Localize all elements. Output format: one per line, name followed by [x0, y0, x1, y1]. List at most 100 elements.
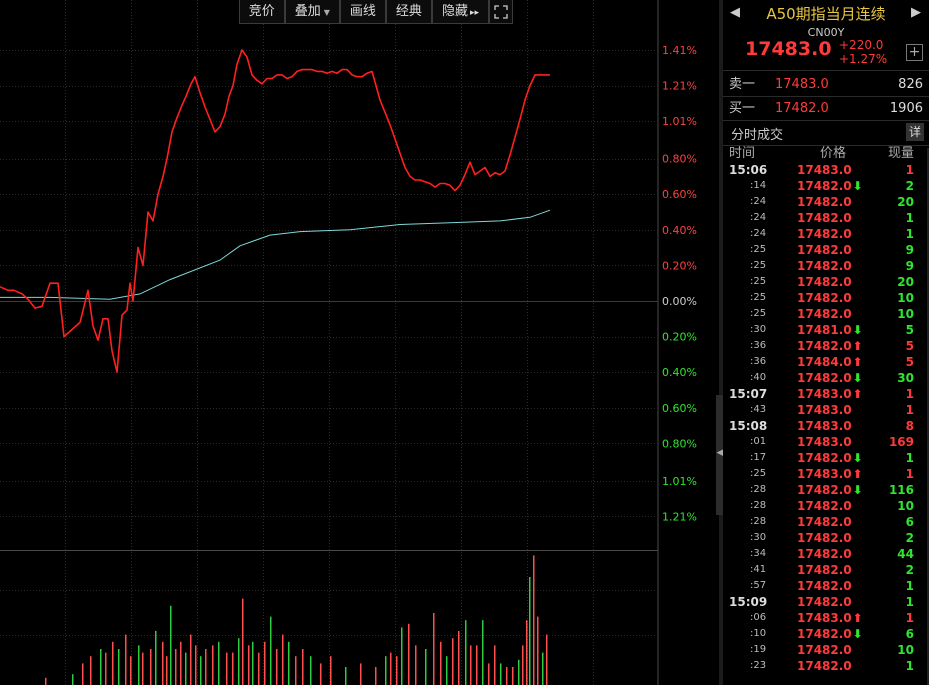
- tick-price-value: 17482.0: [797, 547, 852, 561]
- volume-bar: [175, 649, 177, 685]
- tick-row: :36 17484.0⬆ 5: [723, 354, 929, 370]
- tick-row: :34 17482.0 44: [723, 546, 929, 562]
- volume-bar: [526, 620, 528, 685]
- ask-row: 卖一 17483.0 826: [723, 73, 929, 97]
- tick-time: 15:06: [729, 163, 768, 177]
- arrow-down-icon: ⬇: [852, 179, 863, 193]
- volume-bar: [506, 667, 508, 685]
- detail-button[interactable]: 详: [906, 123, 924, 141]
- tick-volume: 116: [888, 483, 914, 497]
- ticks-column-header: 时间 价格 现量: [723, 146, 929, 162]
- tick-price: 17483.0⬆: [797, 610, 863, 626]
- tick-volume: 10: [897, 291, 914, 305]
- volume-bar: [238, 638, 240, 685]
- tick-volume: 10: [897, 307, 914, 321]
- draw-line-button[interactable]: 画线: [339, 0, 386, 24]
- tick-row: :17 17482.0⬇ 1: [723, 450, 929, 466]
- tick-row: 15:09 17482.0 1: [723, 594, 929, 610]
- tick-list[interactable]: 15:06 17483.0 1:14 17482.0⬇ 2:24 17482.0 20:24…: [723, 162, 929, 674]
- tick-volume: 9: [905, 259, 914, 273]
- volume-bar: [218, 641, 220, 685]
- intraday-chart[interactable]: 1.41% 1.21% 1.01% 0.80% 0.60% 0.40% 0.20% 0.00%…: [0, 0, 719, 685]
- next-symbol-icon[interactable]: ▶: [911, 5, 921, 20]
- tick-row: :24 17482.0 1: [723, 226, 929, 242]
- y-axis-label: 0.80%: [662, 437, 697, 450]
- tick-price-value: 17482.0: [797, 563, 852, 577]
- tick-list-scrollbar[interactable]: [927, 148, 929, 685]
- tick-time: :28: [750, 500, 767, 511]
- col-price: 价格: [820, 146, 847, 161]
- tick-price-value: 17482.0: [797, 371, 852, 385]
- y-axis-label: 0.60%: [662, 188, 697, 201]
- tick-row: :25 17482.0 9: [723, 242, 929, 258]
- tick-time: :25: [750, 244, 767, 255]
- tick-volume: 1: [905, 163, 914, 177]
- tick-row: :14 17482.0⬇ 2: [723, 178, 929, 194]
- tick-row: :24 17482.0 1: [723, 210, 929, 226]
- tick-price: 17482.0⬇: [797, 178, 863, 194]
- tick-volume: 2: [905, 531, 914, 545]
- arrow-up-icon: ⬆: [852, 611, 863, 625]
- volume-bar: [105, 652, 107, 685]
- volume-bar: [385, 656, 387, 685]
- ticks-title: 分时成交: [731, 128, 784, 143]
- tick-price: 17482.0: [797, 530, 852, 546]
- y-axis-label: 0.20%: [662, 259, 697, 272]
- tick-volume: 1: [905, 467, 914, 481]
- overlay-button[interactable]: 叠加 ▼: [284, 0, 340, 24]
- y-axis-label: 0.40%: [662, 224, 697, 237]
- tick-price: 17482.0: [797, 194, 852, 210]
- volume-bar: [45, 677, 47, 685]
- volume-bar: [452, 638, 454, 685]
- volume-bar: [476, 645, 478, 685]
- collapse-arrow-icon[interactable]: ◀: [716, 448, 724, 458]
- volume-bar: [242, 598, 244, 685]
- tick-time: :01: [750, 436, 767, 447]
- double-arrow-icon: ▸▸: [469, 8, 479, 18]
- ask-label: 卖一: [729, 77, 756, 92]
- average-price-line: [0, 209, 551, 300]
- tick-price-value: 17482.0: [797, 339, 852, 353]
- volume-bar: [130, 656, 132, 685]
- quote-panel: ◀ A50期指当月连续 ▶ CN00Y 17483.0 +220.0 +1.27…: [723, 0, 929, 685]
- prev-symbol-icon[interactable]: ◀: [730, 5, 740, 20]
- fullscreen-icon: [494, 5, 508, 19]
- intraday-chart-area[interactable]: 1.41% 1.21% 1.01% 0.80% 0.60% 0.40% 0.20% 0.00%…: [0, 0, 721, 685]
- volume-bar: [512, 667, 514, 685]
- tick-volume: 10: [897, 499, 914, 513]
- tick-price: 17482.0: [797, 498, 852, 514]
- tick-volume: 6: [905, 515, 914, 529]
- volume-bar: [433, 613, 435, 685]
- auction-button[interactable]: 竞价: [238, 0, 285, 24]
- tick-volume: 1: [905, 403, 914, 417]
- hide-button[interactable]: 隐藏 ▸▸: [431, 0, 489, 24]
- tick-price: 17483.0: [797, 418, 852, 434]
- tick-row: :25 17482.0 10: [723, 306, 929, 322]
- volume-bar: [90, 656, 92, 685]
- volume-bar: [546, 634, 548, 685]
- tick-price-value: 17482.0: [797, 499, 852, 513]
- classic-button[interactable]: 经典: [385, 0, 432, 24]
- change-percent: +1.27%: [839, 52, 888, 66]
- tick-price: 17482.0: [797, 210, 852, 226]
- col-volume: 现量: [887, 146, 914, 161]
- y-axis-label: 1.21%: [662, 80, 697, 93]
- tick-time: :24: [750, 228, 767, 239]
- tick-price-value: 17482.0: [797, 627, 852, 641]
- volume-bar: [440, 641, 442, 685]
- tick-row: :28 17482.0⬇ 116: [723, 482, 929, 498]
- price-line: [0, 49, 550, 374]
- fullscreen-button[interactable]: [489, 0, 513, 24]
- divider-grip[interactable]: [716, 395, 724, 515]
- tick-time: :14: [750, 180, 767, 191]
- panel-divider[interactable]: [719, 0, 723, 685]
- add-watchlist-icon[interactable]: +: [906, 44, 923, 61]
- volume-bar: [125, 634, 127, 685]
- tick-price: 17482.0: [797, 514, 852, 530]
- volume-bar: [185, 652, 187, 685]
- tick-price-value: 17481.0: [797, 323, 852, 337]
- tick-row: :25 17482.0 10: [723, 290, 929, 306]
- volume-bar: [310, 656, 312, 685]
- tick-price-value: 17483.0: [797, 419, 852, 433]
- col-time: 时间: [729, 146, 756, 161]
